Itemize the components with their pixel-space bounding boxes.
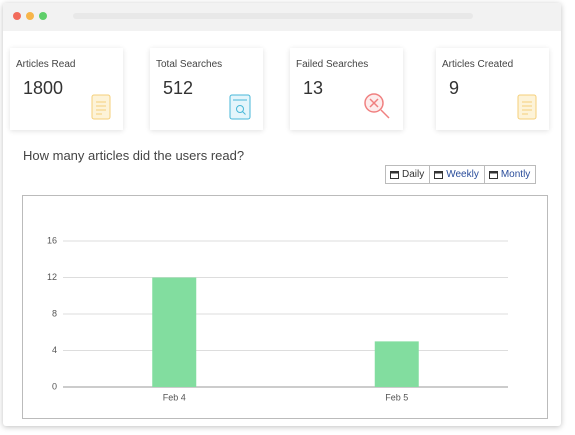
x-tick-label: Feb 4 [163,392,186,402]
chart-frame: 0 4 8 12 16 Feb 4 Feb 5 [22,195,548,419]
address-bar [73,13,473,19]
minimize-dot[interactable] [26,12,34,20]
card-label: Total Searches [156,59,223,70]
y-tick-label: 0 [52,381,57,391]
card-value: 512 [163,78,194,98]
bar [374,341,419,387]
card-value: 1800 [23,78,64,98]
section-title: How many articles did the users read? [23,148,245,163]
bar [152,277,197,387]
card-label: Articles Read [16,59,76,70]
monthly-button[interactable]: Montly [485,166,535,183]
card-value: 9 [449,78,460,98]
stat-card: Total Searches 512 [150,48,263,130]
doc-icon [517,94,537,120]
card-value: 13 [303,78,324,98]
calendar-icon [390,171,399,179]
button-label: Weekly [446,169,479,180]
calendar-icon [488,171,498,179]
stat-card: Failed Searches 13 [290,48,403,130]
y-tick-label: 16 [47,235,57,245]
weekly-button[interactable]: Weekly [430,166,485,183]
close-dot[interactable] [13,12,21,20]
doc-icon [91,94,111,120]
y-tick-label: 12 [47,272,57,282]
y-tick-label: 8 [52,308,57,318]
window: Articles Read 1800 Total Searches 512 Fa… [3,3,561,426]
card-label: Failed Searches [296,59,369,70]
title-bar [3,3,561,31]
button-label: Montly [500,169,531,180]
card-label: Articles Created [442,59,514,70]
period-toggle: Daily Weekly Montly [385,165,537,184]
y-tick-label: 4 [52,345,57,355]
chart: 0 4 8 12 16 Feb 4 Feb 5 [47,235,508,402]
maximize-dot[interactable] [39,12,47,20]
search-doc-icon [229,94,251,120]
button-label: Daily [402,169,425,180]
calendar-icon [434,171,444,179]
failed-search-icon [364,93,390,119]
stat-card: Articles Read 1800 [10,48,123,130]
x-tick-label: Feb 5 [385,392,408,402]
daily-button[interactable]: Daily [386,166,431,183]
stat-card: Articles Created 9 [436,48,549,130]
